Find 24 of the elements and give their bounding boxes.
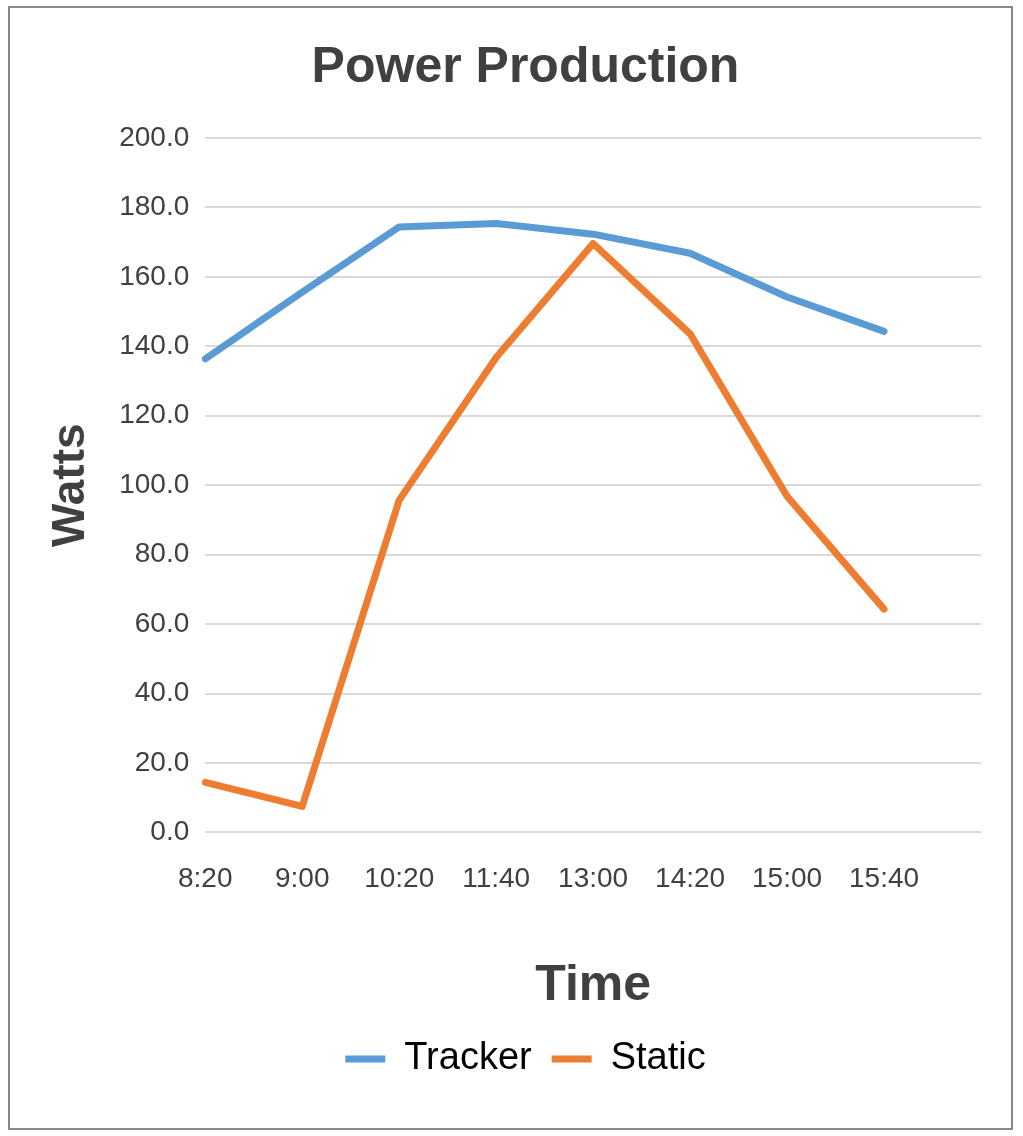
y-tick-label: 160.0 (119, 259, 190, 291)
y-tick-label: 0.0 (150, 815, 190, 847)
legend-label: Tracker (404, 1035, 533, 1078)
y-tick-label: 100.0 (119, 467, 190, 499)
x-tick-label: 11:40 (462, 861, 531, 893)
y-tick-label: 40.0 (134, 676, 190, 708)
y-tick-label: 200.0 (119, 120, 190, 152)
x-tick-label: 8:20 (178, 861, 233, 893)
y-tick-label: 80.0 (134, 537, 190, 569)
y-tick-label: 120.0 (119, 398, 190, 430)
x-tick-label: 10:20 (364, 861, 435, 893)
y-tick-label: 20.0 (134, 745, 190, 777)
legend-label: Static (610, 1035, 706, 1078)
x-tick-label: 15:40 (848, 861, 920, 893)
y-tick-label: 180.0 (119, 190, 190, 222)
x-tick-label: 15:00 (752, 861, 823, 893)
y-tick-label: 60.0 (134, 606, 190, 638)
y-axis-title: Watts (42, 423, 95, 547)
x-axis-title: Time (535, 954, 652, 1011)
x-tick-label: 14:20 (655, 861, 726, 893)
chart-title: Power Production (311, 36, 740, 93)
x-tick-label: 9:00 (274, 861, 330, 893)
x-tick-label: 13:00 (558, 861, 629, 893)
y-tick-label: 140.0 (119, 329, 190, 361)
